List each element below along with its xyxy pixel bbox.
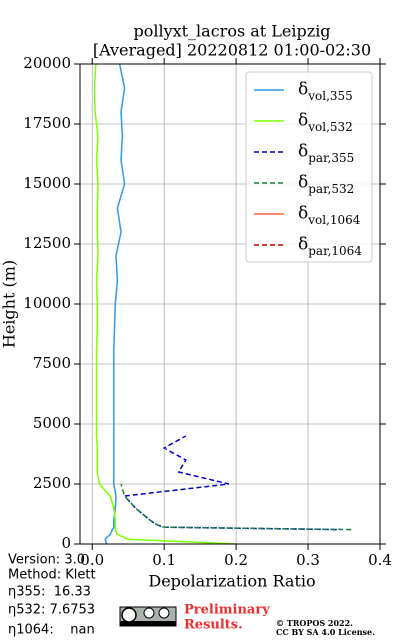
y-tick-label: 17500 xyxy=(23,114,71,132)
y-tick-label: 20000 xyxy=(23,54,71,72)
annotation: Method: Klett xyxy=(8,568,96,583)
license: CC BY SA 4.0 License. xyxy=(276,627,375,637)
x-tick-label: 0.1 xyxy=(152,551,176,569)
x-tick-label: 0.2 xyxy=(224,551,248,569)
profile-line xyxy=(120,483,352,531)
profile-line xyxy=(104,63,126,545)
y-tick-label: 10000 xyxy=(23,294,71,312)
annotation: Version: 3.0 xyxy=(8,553,85,568)
plot-frame xyxy=(79,63,381,545)
annotation: η532: 7.6753 xyxy=(8,603,95,618)
license: © TROPOS 2022. xyxy=(276,618,353,628)
chart-title: pollyxt_lacros at Leipzig xyxy=(133,22,330,41)
stamp: Preliminary xyxy=(184,603,270,618)
y-tick-label: 0 xyxy=(61,534,71,552)
y-axis-label: Height (m) xyxy=(0,260,19,348)
y-tick-label: 7500 xyxy=(33,354,71,372)
chart-title: [Averaged] 20220812 01:00-02:30 xyxy=(93,41,371,60)
stamp: Results. xyxy=(184,618,243,633)
y-tick-label: 2500 xyxy=(33,474,71,492)
y-tick-label: 5000 xyxy=(33,414,71,432)
x-axis-label: Depolarization Ratio xyxy=(148,572,315,591)
cc-logo xyxy=(119,606,177,627)
profile-line xyxy=(123,435,337,531)
x-tick-label: 0.3 xyxy=(296,551,320,569)
x-tick-label: 0.4 xyxy=(368,551,392,569)
x-tick-label: 0.0 xyxy=(80,551,104,569)
y-tick-label: 15000 xyxy=(23,174,71,192)
y-tick-label: 12500 xyxy=(23,234,71,252)
annotation: η1064: nan xyxy=(8,623,95,638)
profile-line xyxy=(93,63,237,545)
annotation: η355: 16.33 xyxy=(8,585,91,600)
